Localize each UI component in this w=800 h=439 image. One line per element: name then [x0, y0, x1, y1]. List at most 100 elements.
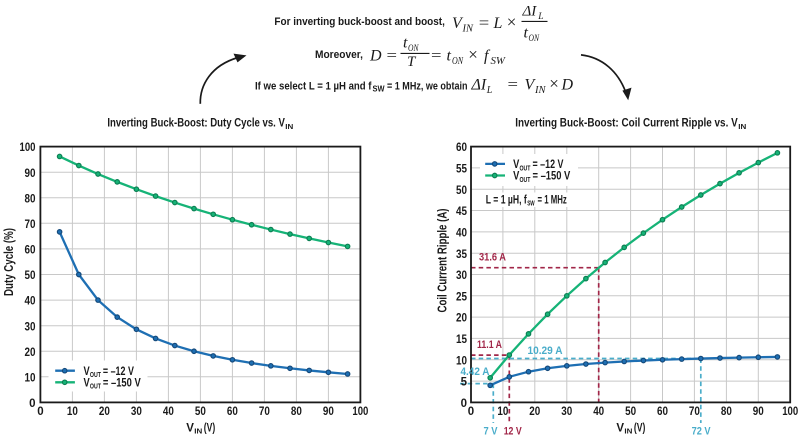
svg-text:50: 50: [195, 406, 206, 418]
svg-text:= –12 V: = –12 V: [103, 366, 134, 378]
svg-text:ON: ON: [529, 34, 540, 44]
svg-text:For inverting buck-boost and b: For inverting buck-boost and boost,: [274, 16, 445, 28]
svg-text:30: 30: [131, 406, 142, 418]
svg-text:4.42 A: 4.42 A: [461, 366, 490, 378]
svg-text:90: 90: [25, 168, 36, 180]
svg-text:60: 60: [456, 142, 467, 154]
svg-text:Inverting Buck-Boost: Duty Cyc: Inverting Buck-Boost: Duty Cycle vs. V: [107, 118, 285, 130]
svg-text:50: 50: [456, 185, 467, 197]
svg-text:= 1 MHz: = 1 MHz: [538, 194, 567, 206]
svg-text:OUT: OUT: [90, 382, 101, 391]
svg-text:L: L: [493, 15, 503, 32]
svg-text:×: ×: [549, 74, 559, 93]
svg-text:12 V: 12 V: [504, 425, 523, 437]
svg-text:80: 80: [721, 406, 732, 418]
svg-text:10: 10: [67, 406, 78, 418]
svg-text:=: =: [508, 77, 519, 94]
svg-text:30: 30: [25, 321, 36, 333]
svg-text:= –12 V: = –12 V: [533, 159, 564, 171]
svg-text:ON: ON: [408, 44, 419, 54]
svg-text:5: 5: [461, 377, 468, 389]
svg-text:100: 100: [352, 406, 368, 418]
svg-text:20: 20: [456, 313, 467, 325]
svg-text:80: 80: [25, 193, 36, 205]
svg-text:15: 15: [456, 334, 468, 346]
svg-text:40: 40: [25, 296, 36, 308]
svg-text:t: t: [524, 25, 529, 42]
svg-text:25: 25: [456, 291, 468, 303]
svg-text:30: 30: [561, 406, 572, 418]
svg-text:IN: IN: [534, 85, 547, 96]
svg-text:IN: IN: [285, 122, 293, 131]
svg-text:ON: ON: [452, 56, 464, 67]
svg-text:40: 40: [593, 406, 604, 418]
svg-text:40: 40: [456, 228, 467, 240]
svg-text:50: 50: [625, 406, 636, 418]
svg-text:t: t: [403, 35, 408, 52]
svg-text:V: V: [513, 159, 519, 171]
svg-text:L: L: [537, 12, 543, 22]
svg-text:IN: IN: [738, 122, 746, 131]
svg-text:V: V: [513, 171, 519, 183]
svg-text:V: V: [452, 15, 464, 32]
svg-text:OUT: OUT: [90, 370, 101, 379]
svg-text:35: 35: [456, 249, 468, 261]
svg-text:31.6 A: 31.6 A: [479, 251, 506, 263]
svg-text:0: 0: [37, 406, 43, 418]
svg-text:V: V: [84, 366, 90, 378]
svg-text:L = 1 µH, f: L = 1 µH, f: [486, 194, 527, 206]
svg-text:V: V: [186, 422, 194, 434]
svg-text:IN: IN: [461, 24, 474, 35]
svg-text:SW: SW: [491, 56, 507, 67]
svg-text:L: L: [486, 85, 493, 96]
svg-text:OUT: OUT: [520, 175, 531, 184]
svg-text:IN: IN: [624, 427, 632, 436]
svg-text:ΔI: ΔI: [471, 77, 487, 94]
svg-text:70: 70: [25, 219, 36, 231]
svg-text:45: 45: [456, 206, 468, 218]
svg-text:=: =: [431, 48, 442, 65]
svg-text:70: 70: [259, 406, 270, 418]
svg-text:D: D: [561, 77, 574, 94]
svg-text:Coil Current Ripple (A): Coil Current Ripple (A): [435, 209, 449, 313]
svg-text:(V): (V): [634, 422, 646, 434]
svg-text:10: 10: [25, 372, 36, 384]
svg-text:f: f: [484, 48, 491, 65]
svg-text:=: =: [479, 15, 490, 32]
svg-text:11.1 A: 11.1 A: [477, 339, 502, 351]
svg-text:Duty Cycle (%): Duty Cycle (%): [2, 228, 16, 296]
svg-text:If we select L = 1 µH and f: If we select L = 1 µH and f: [255, 80, 372, 92]
svg-text:0: 0: [29, 398, 35, 410]
svg-text:×: ×: [468, 45, 478, 64]
svg-text:Moreover,: Moreover,: [315, 49, 363, 61]
svg-text:90: 90: [323, 406, 334, 418]
svg-text:100: 100: [782, 406, 798, 418]
svg-text:0: 0: [461, 398, 467, 410]
svg-text:72 V: 72 V: [692, 425, 712, 437]
svg-text:50: 50: [25, 270, 36, 282]
svg-text:7 V: 7 V: [484, 425, 499, 437]
svg-text:20: 20: [25, 347, 36, 359]
svg-text:90: 90: [753, 406, 764, 418]
svg-text:55: 55: [456, 164, 468, 176]
svg-text:20: 20: [529, 406, 540, 418]
svg-text:t: t: [447, 48, 452, 65]
svg-text:SW: SW: [527, 199, 535, 208]
svg-text:20: 20: [99, 406, 110, 418]
svg-text:V: V: [616, 422, 624, 434]
svg-text:70: 70: [689, 406, 700, 418]
svg-text:40: 40: [163, 406, 174, 418]
svg-text:10.29 A: 10.29 A: [528, 345, 563, 357]
svg-text:IN: IN: [194, 427, 202, 436]
svg-text:= 1 MHz, we obtain: = 1 MHz, we obtain: [387, 80, 468, 92]
svg-text:×: ×: [507, 13, 517, 32]
svg-text:30: 30: [456, 270, 467, 282]
svg-text:(V): (V): [204, 422, 216, 434]
svg-text:ΔI: ΔI: [522, 4, 538, 20]
svg-text:SW: SW: [373, 85, 385, 94]
svg-text:0: 0: [468, 406, 474, 418]
svg-text:D: D: [369, 48, 382, 65]
svg-text:= –150 V: = –150 V: [533, 171, 571, 183]
svg-text:= –150 V: = –150 V: [103, 377, 141, 389]
svg-text:10: 10: [497, 406, 508, 418]
